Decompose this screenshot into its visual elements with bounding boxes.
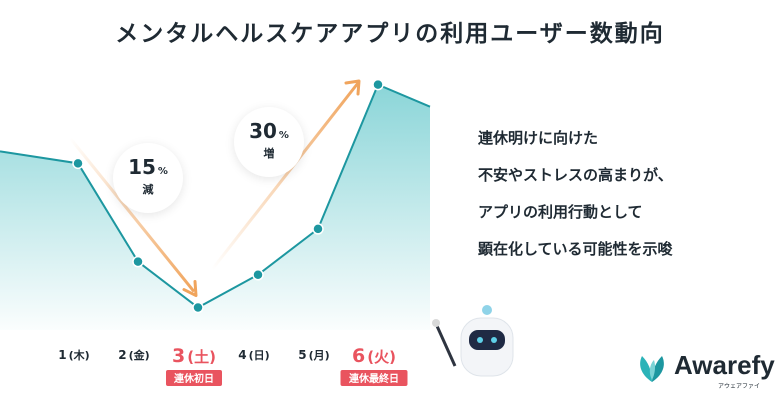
x-tick-number: 6 <box>352 345 365 367</box>
increase-value: 30 <box>249 119 277 143</box>
message-block: 連休明けに向けた 不安やストレスの高まりが、 アプリの利用行動として 顕在化して… <box>478 120 768 268</box>
x-tick-label: 2 (金) <box>118 348 149 362</box>
page-title: メンタルヘルスケアアプリの利用ユーザー数動向 <box>115 21 665 47</box>
holiday-tag-label: 連休初日 <box>174 372 214 385</box>
holiday-tag <box>340 370 408 386</box>
x-tick-number: 3 <box>172 345 185 367</box>
trend-arrows <box>68 79 361 298</box>
x-tick-day: (土) <box>187 348 216 366</box>
x-tick-number: 1 <box>58 348 66 362</box>
x-axis-labels: 1 (木) 2 (金) 3 (土) 連休初日 4 (日) 5 (月) 6 (火) 連休最終日 <box>58 345 408 386</box>
x-tick-day: (木) <box>69 348 90 362</box>
x-tick-day: (月) <box>309 349 330 362</box>
area-fill <box>0 84 430 331</box>
increase-label: 増 <box>263 147 275 160</box>
decrease-label: 減 <box>142 183 154 196</box>
trend-line <box>0 83 431 309</box>
increase-badge: 30% 増 <box>234 107 304 177</box>
holiday-tag <box>166 370 222 386</box>
x-tick-day: (金) <box>129 348 150 362</box>
x-tick-label: 6 (火) <box>352 345 396 367</box>
x-tick-label: 5 (月) <box>298 348 329 362</box>
awarefy-logo: Awarefy アウェアファイ <box>632 348 775 390</box>
data-point <box>132 255 144 268</box>
x-tick-day: (火) <box>367 348 396 366</box>
x-tick-label: 3 (土) <box>172 345 216 367</box>
message-line: 不安やストレスの高まりが、 <box>478 166 673 184</box>
logo-text: Awarefy <box>674 350 775 380</box>
x-tick-label: 1 (木) <box>58 348 89 362</box>
logo-subtext: アウェアファイ <box>718 383 761 390</box>
data-point <box>372 78 384 91</box>
diagonal-up-arrow <box>210 82 360 271</box>
robot-mascot-icon <box>432 305 514 377</box>
x-tick-number: 5 <box>298 348 306 362</box>
decrease-unit: % <box>157 166 168 177</box>
down-arrow-head <box>182 280 198 298</box>
data-point <box>252 269 264 281</box>
message-line: 顕在化している可能性を示唆 <box>478 240 673 258</box>
x-tick-number: 2 <box>118 348 126 362</box>
data-point <box>192 301 204 314</box>
message-line: アプリの利用行動として <box>478 203 643 221</box>
x-tick-number: 4 <box>238 348 246 362</box>
data-point <box>312 223 324 235</box>
decrease-value: 15 <box>128 155 156 179</box>
leaf-logo-icon <box>640 356 664 382</box>
up-arrow-head <box>344 79 361 96</box>
diagonal-down-arrow <box>68 137 196 293</box>
holiday-tag-label: 連休最終日 <box>349 372 399 385</box>
increase-unit: % <box>278 130 289 141</box>
data-point <box>72 157 84 170</box>
data-points <box>72 78 384 314</box>
x-tick-label: 4 (日) <box>238 348 269 362</box>
decrease-badge: 15% 減 <box>113 143 183 213</box>
x-tick-day: (日) <box>249 349 270 362</box>
message-line: 連休明けに向けた <box>478 129 599 147</box>
